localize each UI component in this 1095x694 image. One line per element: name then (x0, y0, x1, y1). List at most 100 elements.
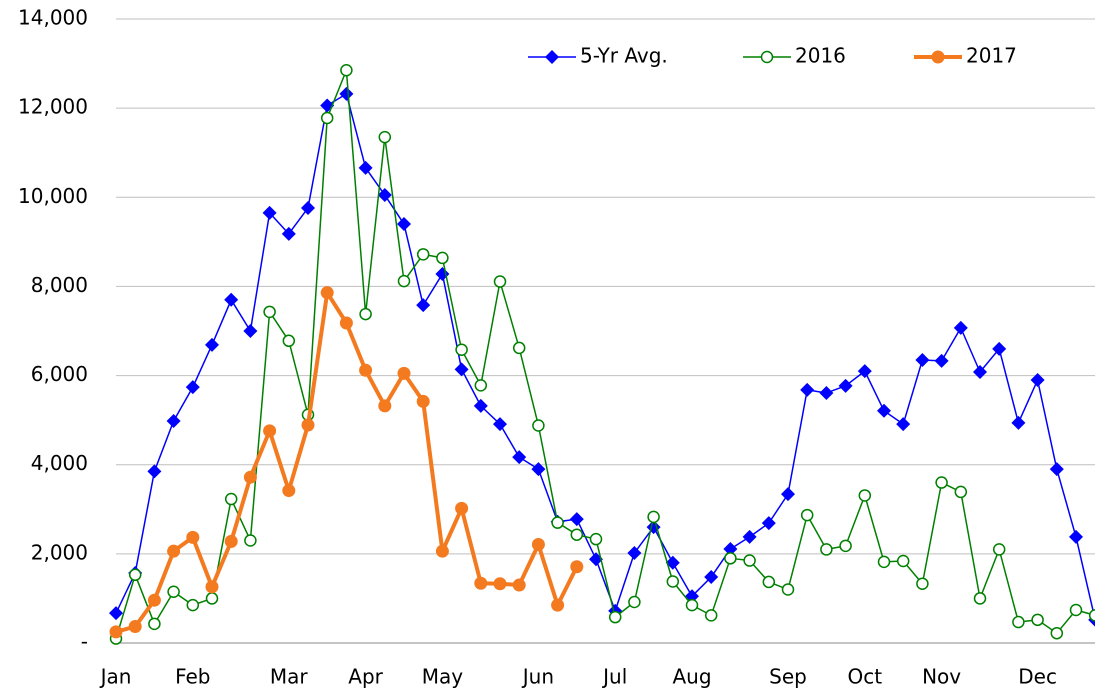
y-tick-label: 6,000 (31, 362, 88, 386)
point (436, 251, 449, 265)
point (167, 544, 181, 558)
point (493, 417, 507, 432)
y-tick-label: 8,000 (31, 273, 88, 297)
x-tick-label: Oct (848, 665, 883, 689)
point (435, 544, 449, 558)
point (185, 380, 200, 395)
y-tick-label: 12,000 (18, 95, 88, 119)
point (916, 577, 929, 590)
point (262, 205, 277, 220)
point (532, 419, 545, 432)
point (992, 341, 1007, 356)
point (954, 485, 968, 499)
point (569, 512, 584, 527)
point (820, 543, 833, 556)
point (474, 379, 488, 392)
series-line (115, 290, 579, 634)
point (896, 554, 910, 568)
x-tick-label: Feb (175, 665, 210, 689)
point (340, 64, 353, 77)
point (742, 529, 757, 544)
x-tick-label: Apr (348, 665, 383, 689)
legend-label: 2016 (795, 44, 846, 68)
point (512, 341, 526, 355)
point (800, 382, 815, 397)
point (531, 462, 546, 477)
point (1088, 609, 1095, 622)
point (589, 532, 603, 546)
point (205, 592, 219, 605)
point (416, 298, 431, 313)
point (934, 353, 949, 368)
point (512, 450, 527, 465)
point (147, 593, 161, 607)
point (244, 534, 257, 547)
point (339, 86, 354, 101)
point (128, 620, 142, 634)
point (320, 286, 334, 300)
point (186, 598, 200, 612)
point (493, 275, 507, 288)
point (915, 352, 930, 367)
point (282, 484, 296, 498)
point (166, 414, 181, 429)
legend-label: 2017 (966, 44, 1017, 68)
point (935, 476, 948, 489)
point (282, 334, 296, 348)
series-line (115, 93, 1095, 620)
point (973, 365, 987, 380)
x-tick-label: Nov (922, 665, 961, 689)
point (666, 575, 680, 588)
point (723, 541, 738, 556)
legend-label: 5-Yr Avg. (580, 44, 668, 68)
point (570, 560, 584, 574)
point (416, 394, 430, 408)
x-tick-label: Mar (270, 665, 309, 689)
point (608, 610, 622, 624)
point (570, 528, 584, 541)
point (167, 585, 180, 598)
point (147, 464, 162, 479)
point (627, 545, 642, 560)
point (454, 362, 469, 377)
point (109, 606, 123, 621)
point (1030, 373, 1045, 388)
point (857, 364, 872, 379)
point (992, 543, 1006, 556)
point (263, 305, 276, 319)
point (743, 554, 756, 567)
legend-marker (760, 50, 774, 64)
point (224, 292, 239, 307)
point (358, 160, 373, 175)
point (551, 598, 565, 612)
point (1011, 415, 1026, 430)
legend-marker (545, 50, 559, 64)
point (224, 534, 238, 548)
legend-marker (931, 50, 945, 64)
point (493, 577, 507, 591)
point (512, 578, 526, 592)
y-tick-label: 10,000 (18, 184, 88, 208)
point (704, 609, 718, 622)
series-line (115, 69, 1095, 639)
point (1012, 615, 1025, 629)
point (838, 378, 853, 393)
x-tick-label: Jan (99, 665, 132, 689)
point (301, 200, 315, 215)
point (781, 583, 795, 596)
x-tick-label: Jun (521, 665, 554, 689)
point (224, 492, 238, 506)
point (243, 470, 257, 484)
point (378, 130, 392, 144)
point (205, 337, 219, 352)
point (397, 217, 411, 232)
point (685, 598, 699, 612)
y-tick-label: - (81, 630, 88, 654)
y-tick-label: 4,000 (31, 451, 88, 475)
y-tick-label: 2,000 (31, 540, 88, 564)
point (339, 316, 353, 330)
x-tick-label: Aug (672, 665, 711, 689)
point (551, 516, 564, 529)
point (1069, 603, 1083, 617)
point (1031, 613, 1044, 627)
